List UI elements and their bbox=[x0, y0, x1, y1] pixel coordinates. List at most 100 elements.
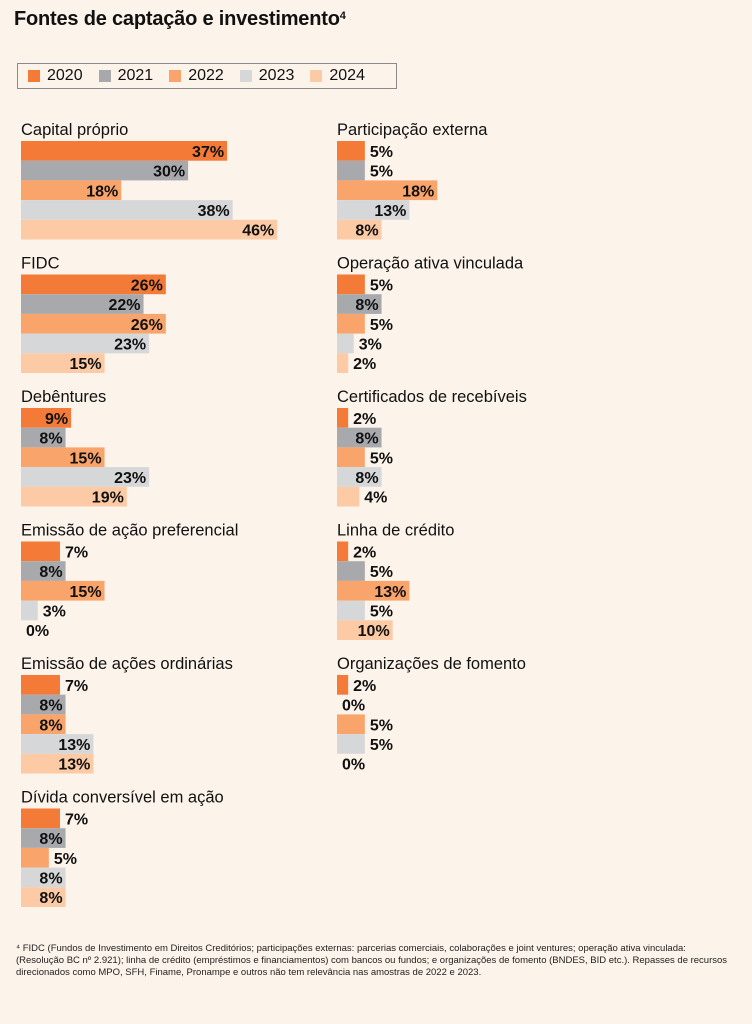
data-label: 7% bbox=[65, 678, 88, 695]
bar-fidc-2022 bbox=[21, 313, 166, 334]
bar-capital-proprio-2023 bbox=[21, 200, 233, 220]
data-label: 8% bbox=[39, 870, 62, 887]
title-footnote-marker: 4 bbox=[339, 10, 346, 22]
legend-swatch bbox=[169, 70, 182, 82]
bar-operacao-ativa-vinculada-2020 bbox=[337, 274, 365, 295]
legend-swatch bbox=[310, 70, 323, 82]
group-title: Participação externa bbox=[337, 121, 488, 139]
bar-group-debentures: Debêntures 9% 8% 15% 23% 19% bbox=[21, 388, 150, 507]
bar-fidc-2024 bbox=[21, 353, 105, 373]
legend-item-2024: 2024 bbox=[310, 67, 365, 85]
data-label: 23% bbox=[114, 470, 146, 487]
bar-emissao-de-acoes-ordinarias-2023 bbox=[21, 734, 94, 754]
data-label: 18% bbox=[402, 183, 434, 200]
bar-participacao-externa-2020 bbox=[337, 141, 365, 161]
data-label: 19% bbox=[92, 490, 124, 507]
data-label: 5% bbox=[370, 737, 393, 754]
bar-linha-de-credito-2022 bbox=[337, 580, 410, 601]
data-label: 8% bbox=[355, 431, 378, 448]
bar-participacao-externa-2022 bbox=[337, 180, 438, 201]
data-label: 5% bbox=[370, 450, 393, 467]
group-title: Linha de crédito bbox=[337, 522, 454, 540]
data-label: 7% bbox=[65, 544, 88, 561]
bar-debentures-2024 bbox=[21, 486, 127, 507]
bar-operacao-ativa-vinculada-2022 bbox=[337, 313, 365, 334]
group-title: FIDC bbox=[21, 255, 60, 273]
bar-operacao-ativa-vinculada-2021 bbox=[337, 294, 382, 314]
bar-group-operacao-ativa-vinculada: Operação ativa vinculada 5% 8% 5% 3% 2% bbox=[337, 255, 524, 373]
legend-label: 2023 bbox=[258, 67, 295, 84]
data-label: 2% bbox=[353, 411, 376, 428]
data-label: 8% bbox=[39, 564, 62, 581]
bar-emissao-de-acoes-ordinarias-2021 bbox=[21, 694, 66, 715]
group-title: Operação ativa vinculada bbox=[337, 255, 524, 273]
data-label: 13% bbox=[374, 584, 406, 601]
bar-fidc-2021 bbox=[21, 294, 144, 314]
legend-item-2020: 2020 bbox=[28, 67, 83, 85]
bar-divida-conversivel-em-acao-2023 bbox=[21, 867, 66, 888]
legend-label: 2020 bbox=[47, 67, 83, 84]
bar-linha-de-credito-2020 bbox=[337, 541, 349, 562]
data-label: 3% bbox=[359, 336, 382, 353]
group-title: Certificados de recebíveis bbox=[337, 388, 527, 406]
bar-emissao-de-acoes-ordinarias-2020 bbox=[21, 675, 60, 695]
data-label: 3% bbox=[43, 603, 66, 620]
bar-divida-conversivel-em-acao-2024 bbox=[21, 887, 66, 907]
data-label: 13% bbox=[374, 203, 406, 220]
bar-participacao-externa-2024 bbox=[337, 219, 382, 240]
bar-debentures-2022 bbox=[21, 447, 105, 468]
bar-debentures-2020 bbox=[21, 408, 72, 428]
data-label: 0% bbox=[342, 698, 365, 715]
legend-label: 2024 bbox=[329, 67, 365, 84]
data-label: 13% bbox=[58, 737, 90, 754]
legend-item-2021: 2021 bbox=[98, 67, 153, 85]
bar-linha-de-credito-2024 bbox=[337, 620, 393, 640]
data-label: 23% bbox=[114, 336, 146, 353]
group-title: Capital próprio bbox=[21, 121, 128, 139]
chart-title-text: Fontes de captação e investimento bbox=[14, 8, 340, 30]
data-label: 37% bbox=[192, 144, 224, 161]
bar-capital-proprio-2021 bbox=[21, 160, 189, 181]
bar-group-capital-proprio: Capital próprio 37% 30% 18% 38% 46% bbox=[21, 121, 278, 240]
bar-participacao-externa-2021 bbox=[337, 160, 365, 181]
bar-emissao-de-acoes-ordinarias-2024 bbox=[21, 753, 94, 774]
bar-emissao-de-acao-preferencial-2022 bbox=[21, 580, 105, 601]
legend-swatch bbox=[98, 70, 111, 82]
bar-fidc-2023 bbox=[21, 333, 150, 354]
legend: 2020 2021 2022 2023 2024 bbox=[17, 63, 397, 89]
data-label: 9% bbox=[45, 411, 68, 428]
data-label: 4% bbox=[364, 490, 387, 507]
bar-linha-de-credito-2023 bbox=[337, 600, 365, 621]
bar-debentures-2023 bbox=[21, 467, 150, 487]
group-title: Dívida conversível em ação bbox=[21, 789, 224, 807]
data-label: 15% bbox=[70, 356, 102, 373]
data-label: 5% bbox=[370, 717, 393, 734]
bar-debentures-2021 bbox=[21, 427, 66, 448]
bar-organizacoes-de-fomento-2020 bbox=[337, 675, 349, 695]
legend-label: 2022 bbox=[188, 67, 224, 84]
bar-certificados-de-recebiveis-2022 bbox=[337, 447, 365, 468]
data-label: 2% bbox=[353, 544, 376, 561]
bar-certificados-de-recebiveis-2024 bbox=[337, 486, 360, 507]
data-label: 15% bbox=[70, 450, 102, 467]
data-label: 26% bbox=[131, 317, 163, 334]
data-label: 46% bbox=[242, 223, 274, 240]
data-label: 8% bbox=[355, 297, 378, 314]
footnote: ⁴ FIDC (Fundos de Investimento em Direit… bbox=[16, 943, 728, 978]
bar-group-linha-de-credito: Linha de crédito 2% 5% 13% 5% 10% bbox=[337, 522, 454, 640]
data-label: 5% bbox=[370, 603, 393, 620]
bar-operacao-ativa-vinculada-2024 bbox=[337, 353, 349, 373]
data-label: 8% bbox=[355, 470, 378, 487]
bar-emissao-de-acao-preferencial-2021 bbox=[21, 561, 66, 581]
legend-item-2022: 2022 bbox=[169, 67, 224, 85]
data-label: 30% bbox=[153, 164, 185, 181]
bar-capital-proprio-2022 bbox=[21, 180, 122, 201]
data-label: 8% bbox=[39, 890, 62, 907]
bar-group-participacao-externa: Participação externa 5% 5% 18% 13% 8% bbox=[337, 121, 488, 240]
data-label: 8% bbox=[39, 717, 62, 734]
bar-group-emissao-de-acao-preferencial: Emissão de ação preferencial 7%8% 15%3% 0% bbox=[21, 522, 238, 640]
bar-participacao-externa-2023 bbox=[337, 200, 410, 220]
data-label: 5% bbox=[54, 851, 77, 868]
